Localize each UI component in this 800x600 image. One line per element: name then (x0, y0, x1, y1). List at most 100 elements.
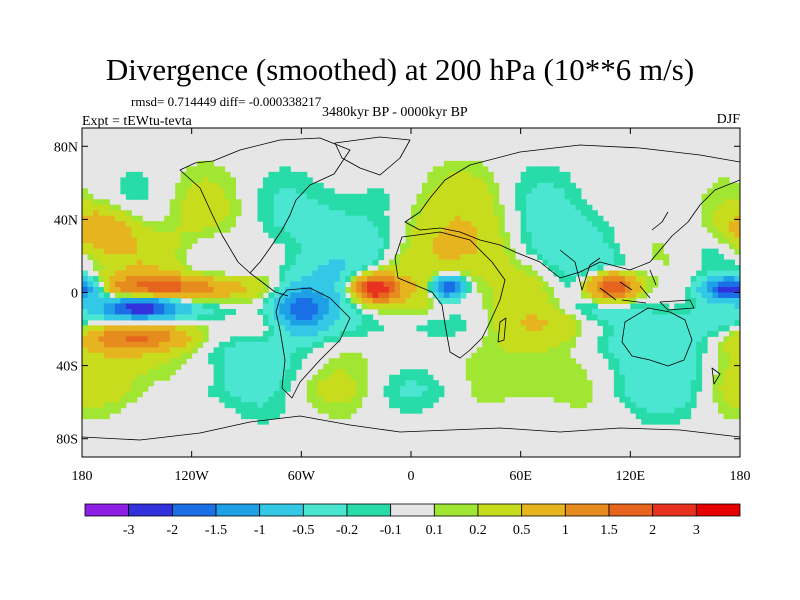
field-cell (482, 276, 489, 283)
field-cell (356, 358, 363, 365)
field-cell (591, 308, 598, 315)
field-cell (696, 297, 703, 304)
field-cell (553, 303, 560, 310)
field-cell (432, 210, 439, 217)
field-cell (87, 215, 94, 222)
field-cell (197, 314, 204, 321)
field-cell (400, 265, 407, 272)
field-cell (411, 380, 417, 387)
field-cell (191, 303, 198, 310)
field-cell (372, 276, 379, 283)
field-cell (493, 199, 500, 206)
field-cell (559, 182, 566, 189)
field-cell (98, 232, 105, 239)
field-cell (82, 226, 88, 233)
field-cell (657, 325, 664, 332)
field-cell (279, 188, 286, 195)
field-cell (273, 385, 280, 392)
field-cell (339, 385, 346, 392)
field-cell (87, 363, 94, 370)
field-cell (191, 297, 198, 304)
field-cell (175, 248, 182, 255)
field-cell (361, 363, 368, 370)
field-cell (153, 232, 160, 239)
field-cell (679, 314, 686, 321)
field-cell (197, 297, 204, 304)
field-cell (268, 188, 275, 195)
field-cell (405, 391, 412, 398)
field-cell (246, 402, 253, 409)
field-cell (580, 385, 587, 392)
field-cell (635, 380, 642, 387)
field-cell (679, 347, 686, 354)
field-cell (526, 215, 533, 222)
field-cell (400, 407, 407, 414)
field-cell (251, 369, 258, 376)
field-cell (169, 330, 176, 337)
field-cell (712, 385, 719, 392)
field-cell (219, 347, 226, 354)
field-cell (575, 396, 582, 403)
field-cell (169, 287, 176, 293)
field-cell (345, 402, 352, 409)
field-cell (701, 199, 708, 206)
field-cell (213, 391, 220, 398)
field-cell (542, 391, 549, 398)
field-cell (279, 270, 286, 277)
field-cell (624, 308, 631, 315)
field-cell (158, 308, 165, 315)
field-cell (619, 380, 626, 387)
field-cell (103, 232, 110, 239)
field-cell (526, 358, 533, 365)
field-cell (262, 358, 269, 365)
field-cell (520, 292, 527, 299)
field-cell (723, 259, 730, 266)
field-cell (262, 374, 269, 381)
field-cell (405, 402, 412, 409)
field-cell (87, 314, 94, 321)
field-cell (564, 204, 571, 211)
field-cell (361, 232, 368, 239)
field-cell (339, 281, 346, 288)
field-cell (493, 215, 500, 222)
field-cell (339, 396, 346, 403)
field-cell (685, 336, 692, 343)
field-cell (158, 374, 165, 381)
field-cell (383, 391, 390, 398)
field-cell (690, 363, 697, 370)
field-cell (449, 160, 456, 167)
field-cell (241, 396, 247, 403)
field-cell (427, 303, 434, 310)
field-cell (465, 215, 472, 222)
field-cell (92, 199, 99, 206)
field-cell (279, 314, 286, 321)
field-cell (372, 221, 379, 228)
field-cell (378, 237, 385, 244)
field-cell (559, 193, 566, 200)
field-cell (131, 385, 138, 392)
field-cell (191, 292, 198, 299)
field-cell (586, 259, 593, 266)
field-cell (372, 193, 379, 200)
field-cell (498, 319, 505, 326)
field-cell (542, 380, 549, 387)
field-cell (460, 171, 467, 178)
field-cell (82, 188, 88, 195)
field-cell (729, 352, 736, 359)
field-cell (641, 292, 648, 299)
field-cell (295, 199, 302, 206)
field-cell (526, 210, 533, 217)
field-cell (87, 396, 94, 403)
field-cell (186, 281, 193, 288)
field-cell (262, 396, 269, 403)
field-cell (279, 182, 286, 189)
field-cell (498, 248, 505, 255)
field-cell (131, 243, 138, 250)
field-cell (493, 243, 500, 250)
field-cell (498, 237, 505, 244)
field-cell (421, 193, 428, 200)
field-cell (657, 396, 664, 403)
field-cell (257, 413, 264, 420)
field-cell (498, 391, 505, 398)
